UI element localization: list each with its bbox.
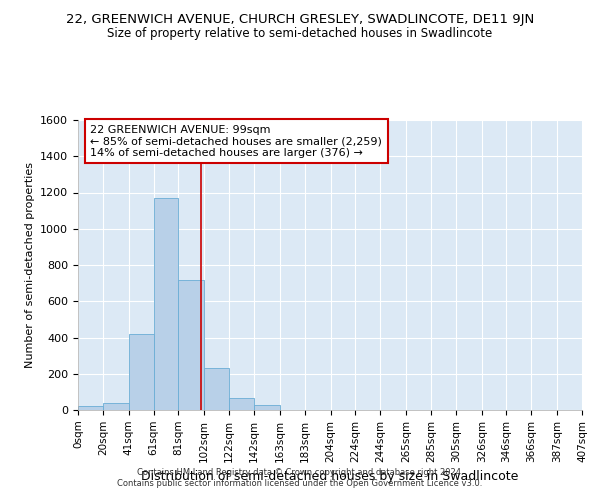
Bar xyxy=(229,398,254,410)
X-axis label: Distribution of semi-detached houses by size in Swadlincote: Distribution of semi-detached houses by … xyxy=(142,470,518,483)
Bar xyxy=(103,403,129,410)
Bar xyxy=(129,334,154,410)
Text: 22, GREENWICH AVENUE, CHURCH GRESLEY, SWADLINCOTE, DE11 9JN: 22, GREENWICH AVENUE, CHURCH GRESLEY, SW… xyxy=(66,12,534,26)
Bar xyxy=(178,280,205,410)
Bar xyxy=(78,406,103,410)
Text: Size of property relative to semi-detached houses in Swadlincote: Size of property relative to semi-detach… xyxy=(107,28,493,40)
Text: 22 GREENWICH AVENUE: 99sqm
← 85% of semi-detached houses are smaller (2,259)
14%: 22 GREENWICH AVENUE: 99sqm ← 85% of semi… xyxy=(91,124,382,158)
Bar xyxy=(154,198,178,410)
Text: Contains HM Land Registry data © Crown copyright and database right 2024.
Contai: Contains HM Land Registry data © Crown c… xyxy=(118,468,482,487)
Y-axis label: Number of semi-detached properties: Number of semi-detached properties xyxy=(25,162,35,368)
Bar xyxy=(254,404,280,410)
Bar xyxy=(205,368,229,410)
